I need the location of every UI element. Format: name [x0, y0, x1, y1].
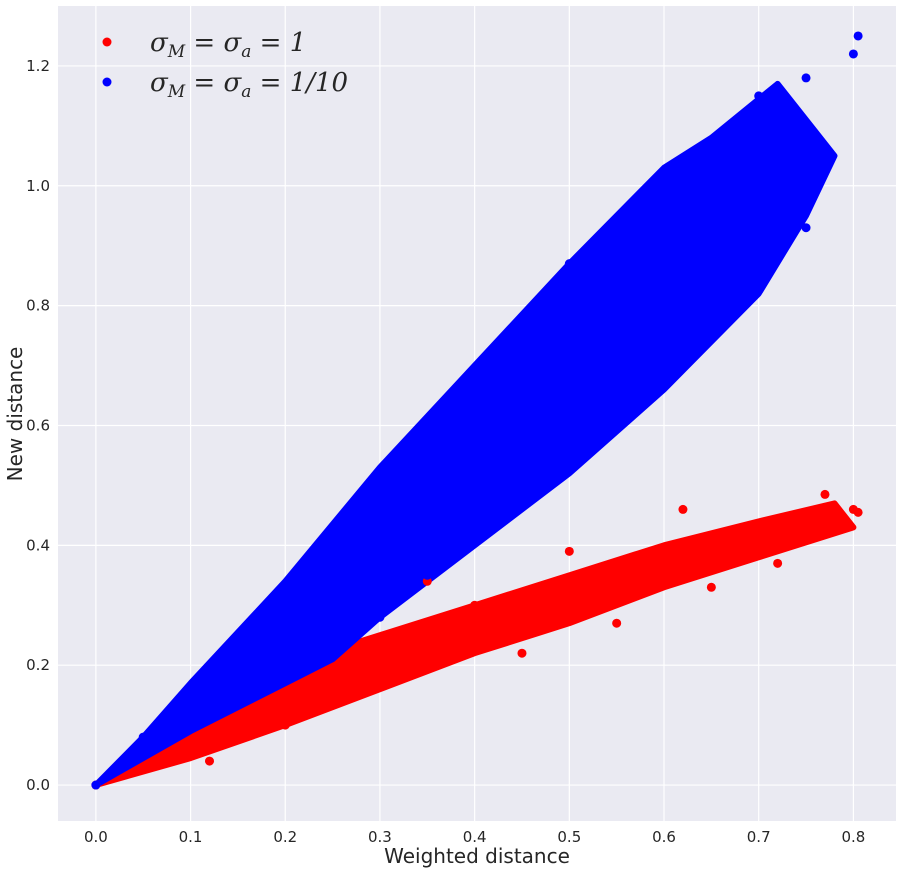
blue-data-point [375, 540, 385, 550]
blue-data-point [659, 181, 669, 191]
blue-data-point [470, 498, 480, 508]
x-tick-label: 0.8 [841, 828, 865, 846]
blue-data-point [328, 522, 338, 532]
y-tick-labels: 0.0 0.2 0.4 0.6 0.8 1.0 1.2 [26, 57, 50, 794]
blue-data-point [186, 684, 196, 694]
blue-data-point [564, 259, 574, 269]
blue-data-point [517, 420, 527, 430]
blue-data-point [801, 223, 811, 233]
blue-data-point [517, 313, 527, 323]
red-data-point [205, 756, 215, 766]
y-tick-label: 0.2 [26, 656, 50, 674]
blue-data-point [848, 49, 858, 59]
blue-data-point [138, 732, 148, 742]
red-data-point [328, 696, 338, 706]
red-data-point [678, 504, 688, 514]
red-data-point [470, 600, 480, 610]
y-tick-label: 1.2 [26, 57, 50, 75]
red-data-point [280, 708, 290, 718]
red-data-point [853, 507, 863, 517]
x-tick-label: 0.3 [368, 828, 392, 846]
red-data-point [186, 744, 196, 754]
blue-data-point [659, 373, 669, 383]
red-data-point [801, 516, 811, 526]
red-data-point [754, 528, 764, 538]
blue-data-point [612, 223, 622, 233]
legend-marker [102, 37, 112, 47]
blue-data-point [564, 450, 574, 460]
y-tick-label: 0.0 [26, 776, 50, 794]
blue-data-point [422, 420, 432, 430]
blue-data-point [801, 73, 811, 83]
blue-data-point [754, 91, 764, 101]
blue-data-point [706, 241, 716, 251]
red-data-point [612, 582, 622, 592]
red-data-point [706, 582, 716, 592]
x-axis-label: Weighted distance [384, 844, 570, 868]
red-data-point [280, 720, 290, 730]
blue-data-point [706, 139, 716, 149]
red-data-point [233, 726, 243, 736]
blue-data-point [773, 187, 783, 197]
blue-data-point [612, 301, 622, 311]
red-data-point [564, 546, 574, 556]
blue-data-point [328, 612, 338, 622]
blue-point-cloud [92, 80, 838, 788]
blue-data-point [280, 648, 290, 658]
blue-data-point [470, 367, 480, 377]
red-data-point [659, 564, 669, 574]
x-tick-label: 0.7 [747, 828, 771, 846]
legend-label: σM = σa = 1 [150, 28, 306, 62]
red-data-point [564, 600, 574, 610]
y-axis-label: New distance [3, 347, 27, 482]
red-data-point [773, 558, 783, 568]
x-tick-label: 0.0 [84, 828, 108, 846]
blue-data-point [422, 570, 432, 580]
red-data-point [517, 648, 527, 658]
data-points [91, 31, 863, 790]
x-tick-label: 0.5 [557, 828, 581, 846]
y-tick-label: 0.6 [26, 416, 50, 434]
legend-label: σM = σa = 1/10 [150, 68, 348, 102]
red-data-point [470, 636, 480, 646]
y-tick-label: 0.8 [26, 297, 50, 315]
blue-data-point [280, 582, 290, 592]
red-data-point [375, 666, 385, 676]
blue-data-point [233, 636, 243, 646]
blue-data-point [186, 720, 196, 730]
red-data-point [612, 618, 622, 628]
x-tick-labels: 0.0 0.1 0.2 0.3 0.4 0.5 0.6 0.7 0.8 [84, 828, 865, 846]
legend: σM = σa = 1 σM = σa = 1/10 [102, 28, 348, 102]
x-tick-label: 0.1 [179, 828, 203, 846]
x-tick-label: 0.2 [273, 828, 297, 846]
blue-data-point [233, 690, 243, 700]
blue-data-point [91, 780, 101, 790]
red-data-point [517, 618, 527, 628]
red-data-point [820, 489, 830, 499]
legend-marker [102, 77, 112, 87]
y-tick-label: 1.0 [26, 177, 50, 195]
red-data-point [706, 546, 716, 556]
blue-data-point [375, 612, 385, 622]
blue-data-point [280, 612, 290, 622]
red-data-point [138, 762, 148, 772]
blue-data-point [853, 31, 863, 41]
x-tick-label: 0.4 [463, 828, 487, 846]
red-data-point [422, 654, 432, 664]
y-tick-label: 0.4 [26, 536, 50, 554]
x-tick-label: 0.6 [652, 828, 676, 846]
blue-data-point [375, 468, 385, 478]
